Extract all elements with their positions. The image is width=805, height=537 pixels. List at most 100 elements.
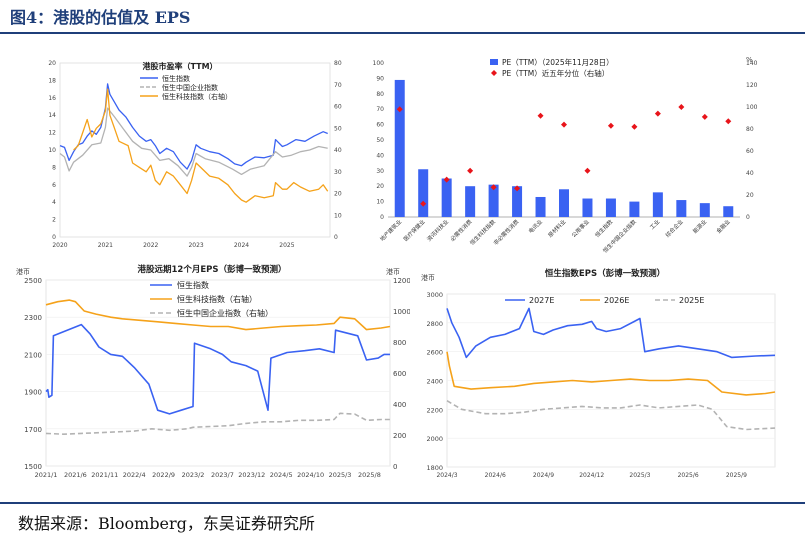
category-label: 非必需性消费 bbox=[491, 217, 520, 246]
bar-公用事业 bbox=[582, 198, 593, 217]
figure-title: 图4：港股的估值及 EPS bbox=[10, 8, 191, 27]
percentile-marker-能源业 bbox=[701, 113, 708, 120]
legend-label: PE（TTM）（2025年11月28日） bbox=[502, 57, 614, 67]
left-unit: 港币 bbox=[421, 273, 435, 282]
category-label: 金融业 bbox=[714, 217, 732, 235]
x-tick-label: 2024/10 bbox=[297, 471, 324, 479]
percentile-marker-恒生科技指数 bbox=[490, 184, 497, 191]
bar-医疗保健业 bbox=[418, 169, 429, 217]
left-tick-label: 14 bbox=[48, 112, 56, 119]
legend-label: 2025E bbox=[679, 296, 704, 305]
x-tick-label: 2024/6 bbox=[485, 472, 506, 479]
chart-title: 港股远期12个月EPS（彭博一致预测） bbox=[138, 264, 287, 275]
bar-必需性消费 bbox=[465, 186, 476, 217]
legend-label: 恒生中国企业指数 bbox=[162, 83, 218, 92]
category-label: 综合企业 bbox=[664, 217, 686, 239]
series-line-1 bbox=[59, 107, 328, 177]
percentile-marker-综合企业 bbox=[678, 104, 685, 110]
forward-eps-panel: 1500 1700 1900 2100 2300 2500 0 200 400 600 800 100… bbox=[12, 260, 411, 485]
left-tick-label: 1900 bbox=[24, 389, 42, 397]
percentile-marker-公用事业 bbox=[584, 167, 591, 174]
legend-swatch-diamond bbox=[491, 70, 497, 76]
x-tick-label: 2025/3 bbox=[629, 472, 650, 479]
left-tick-label: 90 bbox=[376, 75, 384, 82]
x-tick-label: 2021 bbox=[98, 242, 113, 249]
right-tick-label: 200 bbox=[393, 432, 406, 440]
left-tick-label: 3000 bbox=[426, 291, 443, 299]
x-tick-label: 2023/12 bbox=[238, 471, 265, 479]
right-tick-label: 80 bbox=[334, 60, 342, 67]
percentile-marker-恒生指数 bbox=[607, 122, 614, 129]
category-label: 恒生指数 bbox=[593, 217, 615, 239]
right-tick-label: 400 bbox=[393, 401, 406, 409]
left-tick-label: 2400 bbox=[426, 378, 443, 386]
right-tick-label: 70 bbox=[334, 82, 342, 89]
category-label: 电讯业 bbox=[527, 217, 545, 235]
left-unit: 港币 bbox=[16, 267, 30, 276]
top-rule bbox=[0, 32, 805, 34]
x-tick-label: 2023/7 bbox=[211, 471, 234, 479]
x-tick-label: 2025 bbox=[279, 242, 294, 249]
x-tick-label: 2022/9 bbox=[152, 471, 175, 479]
left-tick-label: 70 bbox=[376, 106, 384, 113]
right-tick-label: 80 bbox=[746, 126, 754, 133]
right-tick-label: 30 bbox=[334, 169, 342, 176]
right-tick-label: 10 bbox=[334, 212, 342, 219]
right-unit: 港币 bbox=[386, 267, 400, 276]
left-tick-label: 10 bbox=[48, 147, 56, 154]
x-tick-label: 2024/5 bbox=[270, 471, 293, 479]
bar-资讯科技业 bbox=[441, 178, 452, 217]
right-tick-label: 50 bbox=[334, 125, 342, 132]
right-tick-label: 1200 bbox=[393, 277, 410, 285]
right-tick-label: 1000 bbox=[393, 308, 410, 316]
percentile-marker-必需性消费 bbox=[467, 167, 474, 174]
x-tick-label: 2025/6 bbox=[678, 472, 699, 479]
legend-label: 2026E bbox=[604, 296, 629, 305]
category-label: 医疗保健业 bbox=[402, 217, 427, 242]
left-tick-label: 2000 bbox=[426, 435, 443, 443]
left-tick-label: 2100 bbox=[24, 351, 42, 359]
x-tick-label: 2024/9 bbox=[533, 472, 554, 479]
x-tick-label: 2025/3 bbox=[329, 471, 352, 479]
x-tick-label: 2021/1 bbox=[35, 471, 58, 479]
percentile-marker-金融业 bbox=[725, 118, 732, 125]
x-tick-label: 2022/4 bbox=[123, 471, 146, 479]
left-tick-label: 60 bbox=[376, 122, 384, 129]
percentile-marker-医疗保健业 bbox=[420, 200, 427, 207]
right-tick-label: 800 bbox=[393, 339, 406, 347]
left-tick-label: 0 bbox=[380, 214, 384, 221]
right-tick-label: 60 bbox=[746, 148, 754, 155]
x-tick-label: 2020 bbox=[52, 242, 67, 249]
right-unit: % bbox=[746, 56, 753, 64]
left-tick-label: 2200 bbox=[426, 406, 443, 414]
left-tick-label: 2300 bbox=[24, 314, 42, 322]
right-tick-label: 100 bbox=[746, 104, 758, 111]
plot-frame bbox=[59, 62, 331, 238]
bar-恒生中国企业指数 bbox=[629, 201, 640, 217]
left-tick-label: 4 bbox=[52, 199, 56, 206]
chart-title: 港股市盈率（TTM） bbox=[142, 61, 217, 71]
x-tick-label: 2025/8 bbox=[358, 471, 381, 479]
left-tick-label: 100 bbox=[373, 60, 385, 67]
legend-label: 恒生指数 bbox=[177, 280, 209, 290]
left-tick-label: 20 bbox=[48, 60, 56, 67]
bar-电讯业 bbox=[535, 196, 546, 217]
series-line-0 bbox=[446, 307, 776, 359]
category-label: 必需性消费 bbox=[448, 217, 473, 242]
pe-ttm-chart: 0 2 4 6 8 10 12 14 16 18 20 0 10 20 30 40 50 60 70 80 2020 20… bbox=[48, 60, 342, 249]
bar-工业 bbox=[652, 192, 663, 217]
percentile-marker-电讯业 bbox=[537, 112, 544, 119]
hsi-eps-panel: 1800 2000 2200 2400 2600 2800 3000 港币 2024/3 2024… bbox=[415, 262, 795, 484]
category-label: 地产建筑业 bbox=[378, 217, 403, 242]
series-line-2 bbox=[45, 412, 390, 435]
bar-地产建筑业 bbox=[394, 79, 405, 217]
right-tick-label: 20 bbox=[746, 192, 754, 199]
right-tick-label: 120 bbox=[746, 82, 758, 89]
left-tick-label: 2500 bbox=[24, 277, 42, 285]
plot-frame bbox=[45, 279, 391, 467]
bar-恒生科技指数 bbox=[488, 184, 499, 217]
bar-恒生指数 bbox=[605, 198, 616, 217]
left-tick-label: 1700 bbox=[24, 426, 42, 434]
bar-非必需性消费 bbox=[512, 186, 523, 217]
bar-金融业 bbox=[723, 206, 734, 217]
